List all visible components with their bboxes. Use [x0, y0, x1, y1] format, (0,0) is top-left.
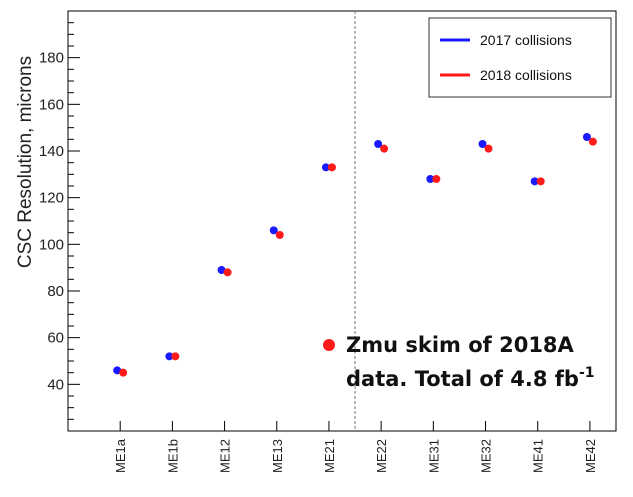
y-tick-label: 160: [39, 96, 64, 113]
data-point: [588, 137, 597, 146]
data-point: [223, 268, 232, 277]
annotation-superscript: -1: [579, 365, 595, 381]
data-point: [217, 266, 226, 274]
annotation-line-2-text: data. Total of 4.8 fb: [346, 367, 579, 391]
annotation-line-1: Zmu skim of 2018A: [346, 333, 575, 357]
data-point: [536, 177, 545, 186]
data-point: [374, 140, 383, 148]
data-point: [119, 368, 128, 377]
data-point: [171, 352, 180, 361]
data-points: [113, 133, 597, 377]
data-point: [113, 366, 122, 375]
x-tick-label: ME1a: [113, 438, 128, 473]
y-tick-label: 120: [39, 190, 64, 207]
y-tick-label: 180: [39, 50, 64, 67]
data-point: [327, 163, 336, 172]
legend-box: [428, 17, 612, 98]
legend: 2017 collisions 2018 collisions: [428, 17, 612, 98]
x-tick-label: ME1b: [165, 439, 180, 473]
x-tick-label: ME31: [426, 439, 441, 473]
annotation: Zmu skim of 2018A data. Total of 4.8 fb-…: [323, 333, 595, 391]
x-tick-label: ME21: [322, 439, 337, 473]
y-tick-label: 60: [47, 330, 64, 347]
data-point: [165, 352, 174, 361]
y-tick-label: 40: [47, 376, 64, 393]
x-tick-label: ME32: [479, 439, 494, 473]
x-axis: ME1a ME1b ME12 ME13 ME21 ME22 ME31 ME32 ME41 ME42: [113, 421, 598, 473]
y-tick-label: 100: [39, 236, 64, 253]
data-point: [478, 140, 487, 148]
y-tick-label: 80: [47, 283, 64, 300]
x-tick-label: ME12: [218, 439, 233, 473]
annotation-marker: [323, 339, 335, 351]
legend-label-2017: 2017 collisions: [480, 32, 572, 48]
data-point: [582, 133, 591, 141]
data-point: [484, 144, 493, 153]
x-tick-label: ME22: [374, 439, 389, 473]
data-point: [321, 163, 330, 172]
data-point: [380, 144, 389, 153]
x-tick-label: ME42: [583, 439, 598, 473]
data-point: [426, 175, 435, 183]
data-point: [275, 231, 284, 239]
x-tick-label: ME13: [270, 439, 285, 473]
data-point: [530, 177, 539, 186]
data-point: [269, 226, 278, 235]
y-axis-title: CSC Resolution, microns: [15, 56, 36, 268]
y-tick-label: 140: [39, 143, 64, 160]
annotation-line-2: data. Total of 4.8 fb-1: [346, 365, 595, 391]
legend-label-2018: 2018 collisions: [480, 67, 572, 83]
data-point: [432, 175, 441, 183]
x-tick-label: ME41: [531, 439, 546, 473]
y-axis: 40 60 80 100 120 140 160 180: [39, 10, 80, 432]
